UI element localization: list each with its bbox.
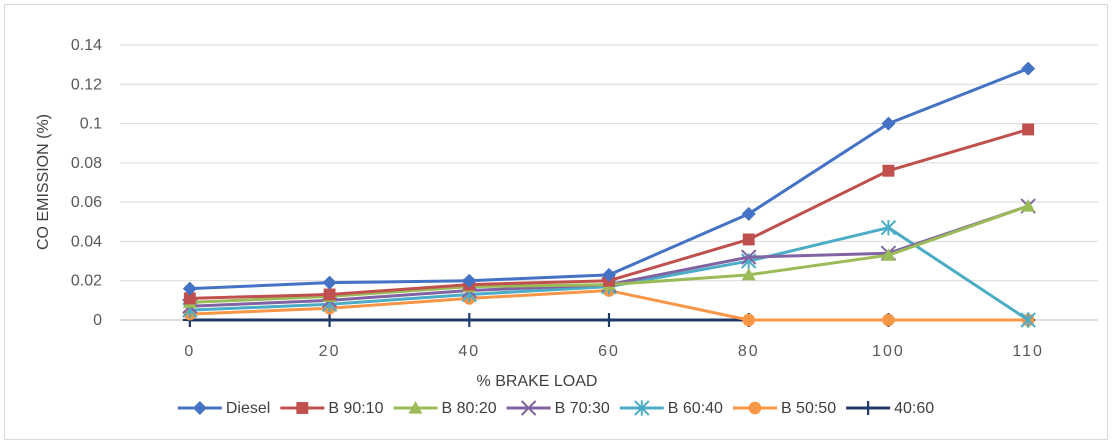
y-tick-label: 0.12	[71, 76, 102, 93]
data-point	[462, 273, 477, 288]
series-diesel	[182, 61, 1036, 296]
legend-label: B 60:40	[668, 400, 723, 417]
data-point	[1020, 312, 1036, 328]
data-point	[192, 401, 207, 415]
y-tick-label: 0.06	[71, 194, 102, 211]
x-tick-label: 40	[458, 343, 480, 360]
x-tick-label: 100	[872, 343, 905, 360]
x-axis-title: % BRAKE LOAD	[477, 373, 598, 390]
y-tick-label: 0.04	[71, 233, 102, 250]
y-axis-ticks: 0 0.02 0.04 0.06 0.08 0.1 0.12 0.14	[71, 37, 102, 329]
x-tick-label: 60	[598, 343, 620, 360]
data-point	[741, 267, 756, 281]
data-point	[881, 248, 896, 261]
data-point	[520, 400, 537, 416]
series-line	[189, 67, 1029, 291]
y-tick-label: 0	[93, 312, 102, 329]
data-point	[882, 164, 895, 177]
data-point	[323, 288, 336, 301]
x-tick-label: 80	[738, 343, 760, 360]
legend-item: 40:60	[846, 400, 934, 417]
data-point	[322, 313, 337, 327]
data-point	[882, 313, 895, 327]
data-point	[462, 313, 477, 327]
y-tick-label: 0.08	[71, 155, 102, 172]
data-point	[741, 249, 757, 265]
data-point	[322, 275, 337, 290]
data-point	[742, 233, 755, 246]
legend-label: Diesel	[226, 400, 270, 417]
series-group	[182, 61, 1036, 328]
legend-item: B 90:10	[280, 400, 384, 417]
legend-label: B 90:10	[328, 400, 383, 417]
data-point	[741, 206, 756, 221]
x-tick-label: 110	[1012, 343, 1044, 360]
data-point	[602, 267, 616, 282]
y-axis-title: CO EMISSION (%)	[35, 114, 52, 250]
legend-label: B 70:30	[555, 400, 610, 417]
data-point	[742, 313, 756, 327]
legend-item: B 50:50	[732, 400, 836, 417]
data-point	[182, 281, 197, 296]
data-point	[881, 116, 896, 131]
data-point	[1022, 123, 1035, 136]
legend-label: B 50:50	[781, 400, 836, 417]
data-point	[861, 401, 876, 415]
data-point	[1021, 61, 1036, 76]
x-tick-label: 0	[184, 343, 195, 360]
legend-item: B 60:40	[619, 400, 723, 417]
legend-label: 40:60	[894, 400, 934, 417]
data-point	[748, 401, 762, 415]
legend: Diesel B 90:10 B 80:20 B 70:30 B 60:40 B 50:5…	[177, 400, 934, 417]
data-point	[296, 402, 309, 414]
data-point	[634, 400, 650, 416]
x-axis-ticks: 0 20 40 60 80 100 110	[184, 343, 1044, 360]
legend-item: B 70:30	[506, 400, 610, 417]
data-point	[880, 219, 897, 236]
legend-item: B 80:20	[393, 400, 497, 417]
data-point	[602, 313, 616, 327]
legend-item: Diesel	[177, 400, 270, 417]
x-tick-label: 20	[319, 343, 341, 360]
y-tick-label: 0.02	[71, 273, 102, 290]
chart-frame	[4, 4, 1108, 440]
y-tick-label: 0.1	[80, 116, 102, 133]
data-point	[1021, 199, 1036, 212]
data-point	[408, 401, 423, 414]
data-point	[183, 292, 196, 305]
y-tick-label: 0.14	[71, 37, 102, 54]
legend-label: B 80:20	[441, 400, 496, 417]
